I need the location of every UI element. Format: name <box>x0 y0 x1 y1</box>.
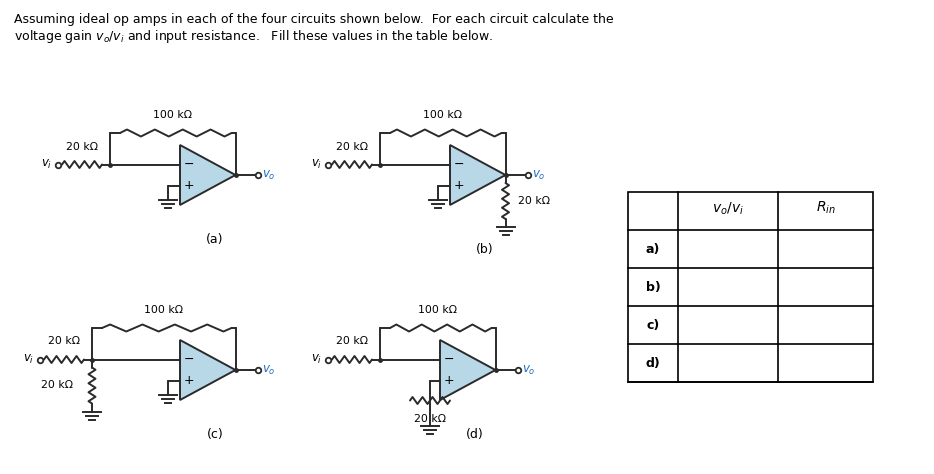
Text: $v_i$: $v_i$ <box>311 353 322 366</box>
Text: −: − <box>184 353 194 366</box>
Polygon shape <box>180 340 235 400</box>
Text: 20 kΩ: 20 kΩ <box>48 337 80 346</box>
Text: 20 kΩ: 20 kΩ <box>336 337 368 346</box>
Text: c): c) <box>646 319 659 331</box>
Text: +: + <box>454 179 464 192</box>
Text: 20 kΩ: 20 kΩ <box>41 381 73 391</box>
Text: $v_o$: $v_o$ <box>262 364 276 376</box>
Text: $v_i$: $v_i$ <box>22 353 34 366</box>
Text: a): a) <box>645 243 660 255</box>
Text: +: + <box>444 374 454 387</box>
Bar <box>628 192 873 382</box>
Text: d): d) <box>645 356 660 370</box>
Text: b): b) <box>645 281 660 293</box>
Text: −: − <box>184 158 194 171</box>
Text: +: + <box>184 179 194 192</box>
Text: (a): (a) <box>206 233 224 246</box>
Text: Assuming ideal op amps in each of the four circuits shown below.  For each circu: Assuming ideal op amps in each of the fo… <box>14 13 614 26</box>
Text: voltage gain $v_o/v_i$ and input resistance.   Fill these values in the table be: voltage gain $v_o/v_i$ and input resista… <box>14 28 493 45</box>
Text: $v_i$: $v_i$ <box>41 158 52 171</box>
Text: (c): (c) <box>206 428 223 441</box>
Text: −: − <box>444 353 454 366</box>
Text: (d): (d) <box>466 428 484 441</box>
Text: 20 kΩ: 20 kΩ <box>414 414 446 425</box>
Text: 100 kΩ: 100 kΩ <box>153 110 192 120</box>
Text: 100 kΩ: 100 kΩ <box>423 110 462 120</box>
Polygon shape <box>440 340 496 400</box>
Text: 20 kΩ: 20 kΩ <box>336 142 368 152</box>
Polygon shape <box>180 145 235 205</box>
Text: $v_o$: $v_o$ <box>262 168 276 182</box>
Text: 20 kΩ: 20 kΩ <box>66 142 98 152</box>
Text: $v_o/v_i$: $v_o/v_i$ <box>712 201 744 217</box>
Text: (b): (b) <box>476 243 494 256</box>
Text: $v_i$: $v_i$ <box>311 158 322 171</box>
Text: $R_{in}$: $R_{in}$ <box>815 200 835 216</box>
Text: 100 kΩ: 100 kΩ <box>418 305 458 315</box>
Text: $v_o$: $v_o$ <box>532 168 546 182</box>
Text: 100 kΩ: 100 kΩ <box>144 305 183 315</box>
Polygon shape <box>450 145 505 205</box>
Text: $v_o$: $v_o$ <box>522 364 536 376</box>
Text: −: − <box>454 158 464 171</box>
Text: 20 kΩ: 20 kΩ <box>517 196 549 206</box>
Text: +: + <box>184 374 194 387</box>
